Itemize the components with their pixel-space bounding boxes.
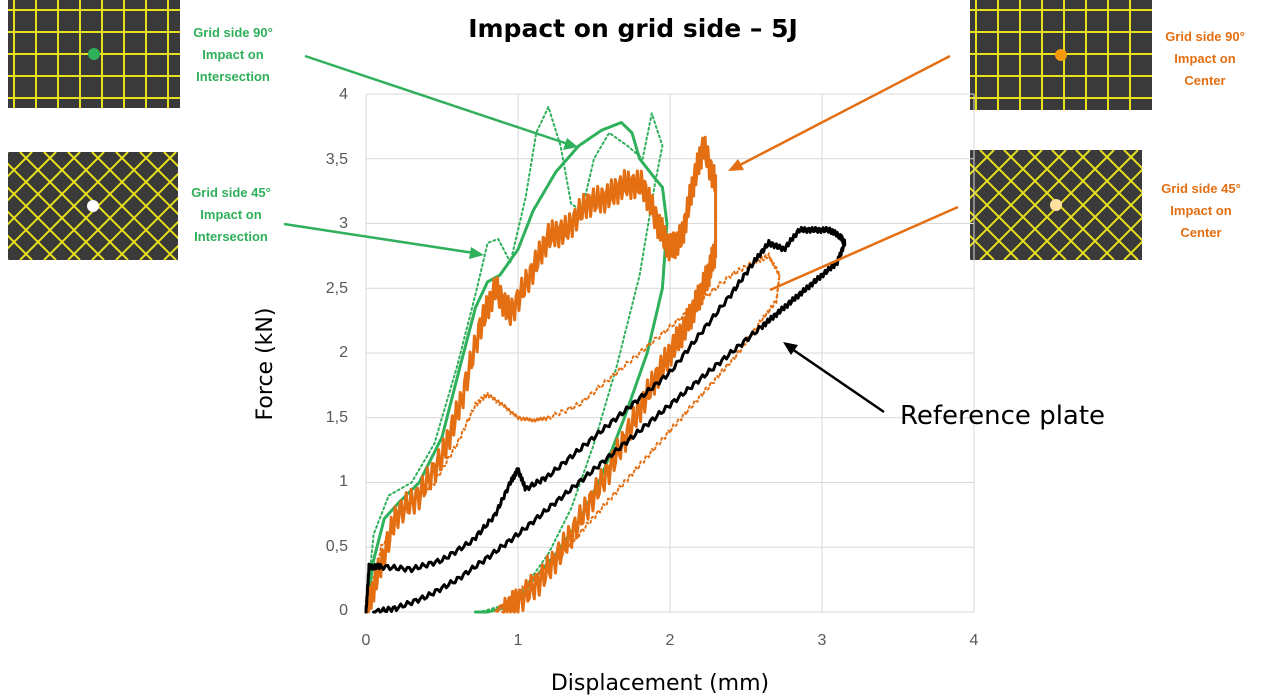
x-axis-label: Displacement (mm) [551, 671, 769, 696]
y-tick-label: 1,5 [326, 409, 348, 426]
y-axis-label: Force (kN) [253, 308, 278, 421]
x-tick-label: 4 [970, 632, 979, 649]
annotation-green-90-line2: Impact on [202, 47, 263, 62]
x-tick-label: 3 [818, 632, 827, 649]
insets [8, 0, 1261, 260]
inset-grid-line [284, 152, 392, 260]
x-tick-label: 2 [666, 632, 675, 649]
inset-grid-line [1099, 150, 1142, 194]
arrowhead [469, 247, 484, 259]
inset-grid-line [8, 152, 9, 154]
chart-title: Impact on grid side – 5J [468, 14, 798, 43]
inset-grid-line [260, 152, 368, 260]
inset-thumbnail-3 [970, 150, 1261, 260]
y-tick-label: 2,5 [326, 280, 348, 297]
annotation-green-45-line2: Impact on [200, 207, 261, 222]
inset-grid-line [284, 152, 392, 260]
inset-grid-line [1075, 192, 1142, 260]
y-tick-label: 1 [339, 473, 348, 490]
impact-marker [1055, 49, 1067, 61]
inset-grid-line [91, 172, 178, 260]
annotation-green-90-line1: Grid side 90° [193, 25, 273, 40]
annotation-arrows [283, 54, 959, 414]
annotation-orange-90-line3: Center [1184, 73, 1225, 88]
annotation-labels: Grid side 90° Impact on Intersection Gri… [191, 25, 1245, 431]
y-tick-label: 4 [339, 86, 348, 103]
impact-marker [88, 48, 100, 60]
annotation-orange-45-line2: Impact on [1170, 203, 1231, 218]
x-tick-labels: 0 1 2 3 4 [362, 632, 979, 649]
series-line-4 [364, 225, 847, 614]
inset-grid-line [1244, 150, 1261, 260]
annotation-green-90-line3: Intersection [196, 69, 270, 84]
inset-grid-line [1051, 168, 1142, 260]
annotation-orange-45-line1: Grid side 45° [1161, 181, 1241, 196]
annotation-green-45-line3: Intersection [194, 229, 268, 244]
y-tick-label: 3 [339, 215, 348, 232]
annotation-orange-90-line2: Impact on [1174, 51, 1235, 66]
arrowhead [563, 138, 578, 150]
inset-grid-line [115, 196, 178, 260]
annotation-arrow-orange-90 [737, 54, 951, 168]
y-tick-label: 0 [339, 602, 348, 619]
series-lines [364, 105, 847, 614]
arrowhead [728, 159, 744, 171]
annotation-green-45-line1: Grid side 45° [191, 185, 271, 200]
x-tick-label: 0 [362, 632, 371, 649]
annotation-arrow-reference [791, 347, 885, 414]
x-tick-label: 1 [514, 632, 523, 649]
annotation-orange-90-line1: Grid side 90° [1165, 29, 1245, 44]
inset-grid-line [260, 152, 368, 260]
inset-grid-lines [970, 0, 1152, 110]
inset-grid-line [139, 220, 178, 260]
impact-marker [1050, 199, 1062, 211]
annotation-arrow-green-45 [283, 222, 475, 255]
inset-grid-line [1244, 150, 1261, 260]
annotation-reference-plate: Reference plate [900, 401, 1105, 431]
y-tick-label: 3,5 [326, 151, 348, 168]
inset-grid-line [8, 258, 9, 260]
arrowhead [783, 342, 798, 355]
inset-thumbnail-0 [8, 0, 180, 108]
y-tick-labels: 4 3,5 3 2,5 2 1,5 1 0,5 0 [326, 86, 348, 619]
annotation-orange-45-line3: Center [1180, 225, 1221, 240]
annotation-line-orange-45 [769, 205, 959, 292]
impact-marker [87, 200, 99, 212]
inset-thumbnail-1 [8, 152, 392, 260]
inset-thumbnail-2 [970, 0, 1152, 110]
series-line-3 [365, 252, 781, 613]
inset-grid-line [1099, 216, 1142, 260]
annotation-arrow-green-90 [304, 54, 569, 146]
y-tick-label: 2 [339, 344, 348, 361]
inset-grid-line [139, 152, 178, 192]
y-tick-label: 0,5 [326, 538, 348, 555]
series-line-2 [364, 135, 718, 614]
